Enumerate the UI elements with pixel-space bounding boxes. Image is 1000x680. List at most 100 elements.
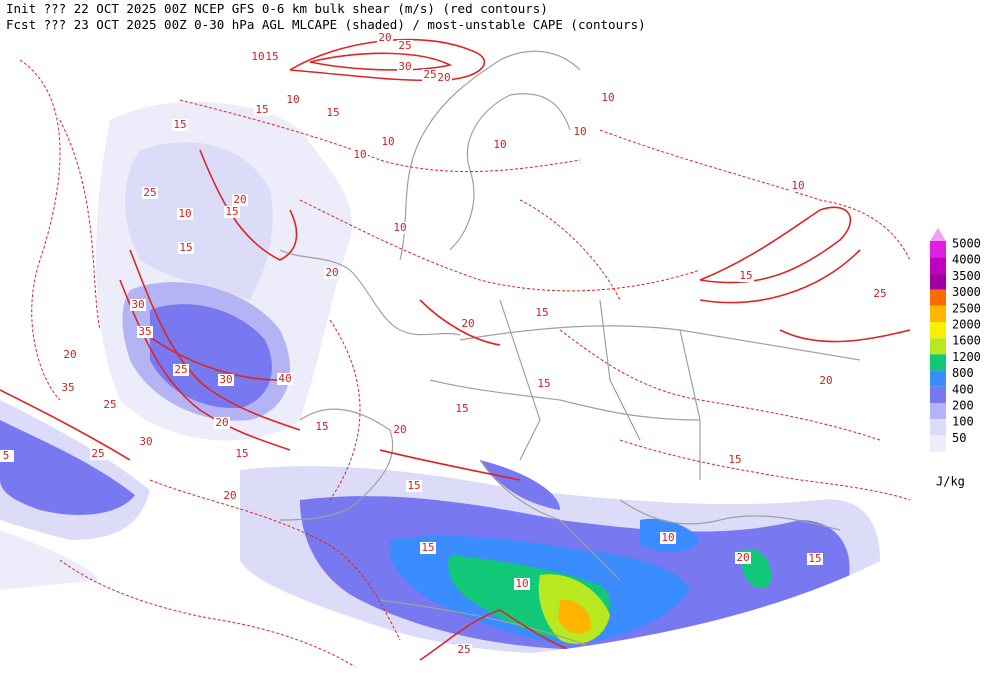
shear-contour	[519, 199, 621, 301]
contour-label-bg	[790, 180, 806, 192]
coastline	[279, 408, 394, 521]
legend-unit: J/kg	[936, 475, 965, 489]
legend-label: 50	[952, 431, 966, 445]
shear-contour	[139, 329, 281, 381]
contour-label-bg	[397, 40, 413, 52]
legend-label: 3500	[952, 269, 981, 283]
contour-label-bg	[177, 208, 193, 220]
contour-label: 30	[139, 435, 152, 448]
cape-area	[558, 599, 591, 634]
legend-swatch	[930, 370, 946, 387]
contour-label-bg	[572, 126, 588, 138]
shear-contour	[59, 559, 361, 669]
contour-label-bg	[392, 222, 408, 234]
coastline	[449, 93, 571, 251]
legend-label: 4000	[952, 253, 981, 267]
contour-label: 35	[138, 325, 151, 338]
contour-label: 40	[278, 372, 291, 385]
shear-contour	[329, 319, 361, 501]
legend-swatch	[930, 305, 946, 322]
contour-label: 10	[601, 91, 614, 104]
legend-label: 2500	[952, 301, 981, 315]
contour-label-bg	[234, 448, 250, 460]
cape-area	[125, 142, 273, 300]
contour-label-bg	[738, 270, 754, 282]
contour-label: 15	[179, 241, 192, 254]
contour-label: 25	[91, 447, 104, 460]
contour-label-bg	[218, 374, 234, 386]
legend-label: 200	[952, 399, 974, 413]
contour-label: 10	[493, 138, 506, 151]
contour-label: 30	[398, 60, 411, 73]
contour-label: 25	[174, 363, 187, 376]
shear-contour	[699, 249, 861, 304]
contour-label: 15	[255, 103, 268, 116]
contour-label-bg	[60, 382, 76, 394]
contour-label: 25	[873, 287, 886, 300]
contour-label-bg	[173, 364, 189, 376]
contour-label-bg	[224, 206, 240, 218]
contour-label-bg	[807, 553, 823, 565]
contour-label: 10	[393, 221, 406, 234]
shear-contour	[289, 38, 486, 82]
contour-label: 20	[378, 31, 391, 44]
contour-label: 10	[251, 50, 264, 63]
legend-swatch	[930, 354, 946, 371]
contour-label: 15	[537, 377, 550, 390]
coastline	[459, 325, 861, 361]
contour-label: 20	[223, 489, 236, 502]
contour-label: 20	[819, 374, 832, 387]
contour-label-bg	[460, 318, 476, 330]
contour-label-bg	[314, 421, 330, 433]
legend: 5000 4000 3500 3000 2500 2000 1600 1200 800 400 20…	[930, 228, 981, 489]
contour-label-bg	[222, 490, 238, 502]
contour-label: 15	[535, 306, 548, 319]
contour-label-bg	[514, 578, 530, 590]
cape-area	[480, 460, 560, 510]
contour-label: 10	[515, 577, 528, 590]
legend-swatch	[930, 289, 946, 306]
contour-label: 35	[61, 381, 74, 394]
contour-label: 20	[215, 416, 228, 429]
contour-label: 20	[437, 71, 450, 84]
contour-label: 10	[791, 179, 804, 192]
contour-label-bg	[727, 454, 743, 466]
contour-label: 20	[325, 266, 338, 279]
shear-contour	[0, 389, 131, 461]
contour-label-bg	[352, 149, 368, 161]
contour-label-bg	[534, 307, 550, 319]
cape-area	[0, 530, 100, 590]
cape-area	[150, 304, 272, 409]
contour-label-bg	[600, 92, 616, 104]
contour-label-bg	[138, 436, 154, 448]
contour-label-bg	[172, 119, 188, 131]
contour-label-bg	[492, 139, 508, 151]
contour-label: 15	[315, 420, 328, 433]
contour-label: 10	[381, 135, 394, 148]
coastline	[399, 50, 581, 261]
contour-label-bg	[0, 450, 14, 462]
contour-label-bg	[264, 51, 280, 63]
contour-label: 20	[736, 551, 749, 564]
contour-label: 10	[353, 148, 366, 161]
legend-label: 5000	[952, 237, 981, 251]
contour-label: 20	[233, 193, 246, 206]
contour-label-bg	[818, 375, 834, 387]
contour-label-bg	[422, 69, 438, 81]
legend-swatch	[930, 273, 946, 290]
contour-label: 20	[63, 348, 76, 361]
contour-label-bg	[536, 378, 552, 390]
contour-label: 10	[178, 207, 191, 220]
contour-label: 15	[739, 269, 752, 282]
contour-label-bg	[178, 242, 194, 254]
legend-swatch	[930, 419, 946, 436]
contour-label: 15	[265, 50, 278, 63]
contour-label-bg	[285, 94, 301, 106]
contour-label-bg	[660, 532, 676, 544]
legend-label: 800	[952, 366, 974, 380]
contour-label-bg	[456, 644, 472, 656]
legend-swatch	[930, 322, 946, 339]
shear-contour	[379, 449, 521, 481]
